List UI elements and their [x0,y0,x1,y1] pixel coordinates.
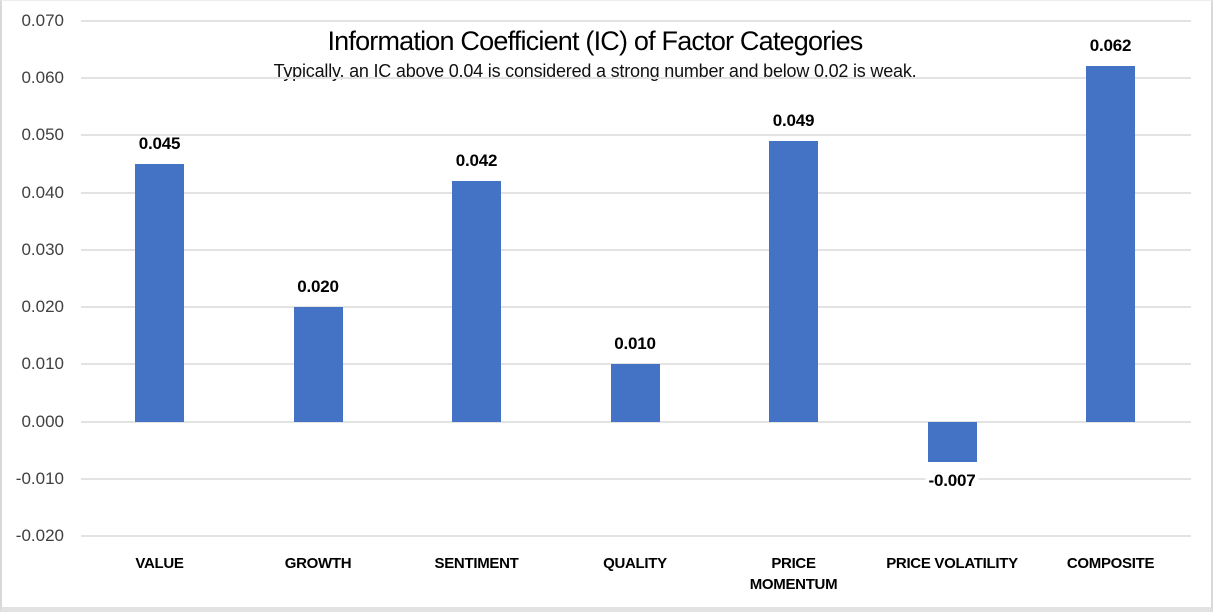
bar-value [135,163,184,422]
gridline [81,76,1191,79]
bar-value-label: 0.020 [297,277,339,297]
bar-value-label: 0.049 [772,110,815,130]
gridline [81,420,1191,423]
y-axis-tick-label: 0.000 [21,411,64,431]
bar-price-volatility [927,421,977,462]
y-axis-tick-label: 0.050 [21,125,64,145]
chart-subtitle: Typically, an IC above 0.04 is considere… [273,61,917,81]
y-axis-tick-label: 0.040 [21,182,64,202]
bar-sentiment [452,181,501,422]
bar-composite [1086,66,1135,422]
bar-value-label: 0.045 [138,133,181,153]
category-label-growth: GROWTH [284,555,352,572]
bar-value-label: 0.062 [1089,36,1132,56]
gridline [81,134,1191,137]
bar-quality [610,364,660,422]
y-axis-tick-label: 0.030 [21,239,64,259]
y-axis-tick-label: -0.010 [15,469,64,488]
category-label-value: VALUE [135,555,184,572]
category-label-price-momentum: PRICE MOMENTUM [749,555,838,593]
gridline [81,248,1191,251]
gridline [81,535,1191,538]
chart-title: Information Coefficient (IC) of Factor C… [327,26,863,56]
category-label-sentiment: SENTIMENT [434,555,519,572]
category-label-composite: COMPOSITE [1066,555,1155,572]
gridline [81,19,1191,22]
y-axis-tick-label: 0.020 [21,297,64,317]
y-axis-tick-label: 0.070 [21,10,64,30]
category-label-quality: QUALITY [603,555,667,572]
category-label-price-volatility: PRICE VOLATILITY [886,555,1018,572]
bar-price-momentum [769,140,818,422]
bar-value-label: -0.007 [925,470,979,491]
y-axis-tick-label: 0.010 [21,354,64,374]
bar-growth [293,307,343,422]
gridline [81,478,1191,480]
y-axis-tick-label: 0.060 [21,67,64,87]
gridline [81,191,1191,194]
bar-value-label: 0.010 [614,334,656,354]
y-axis-tick-label: -0.020 [15,526,64,546]
bar-value-label: 0.042 [455,151,498,171]
gridline [81,306,1191,309]
